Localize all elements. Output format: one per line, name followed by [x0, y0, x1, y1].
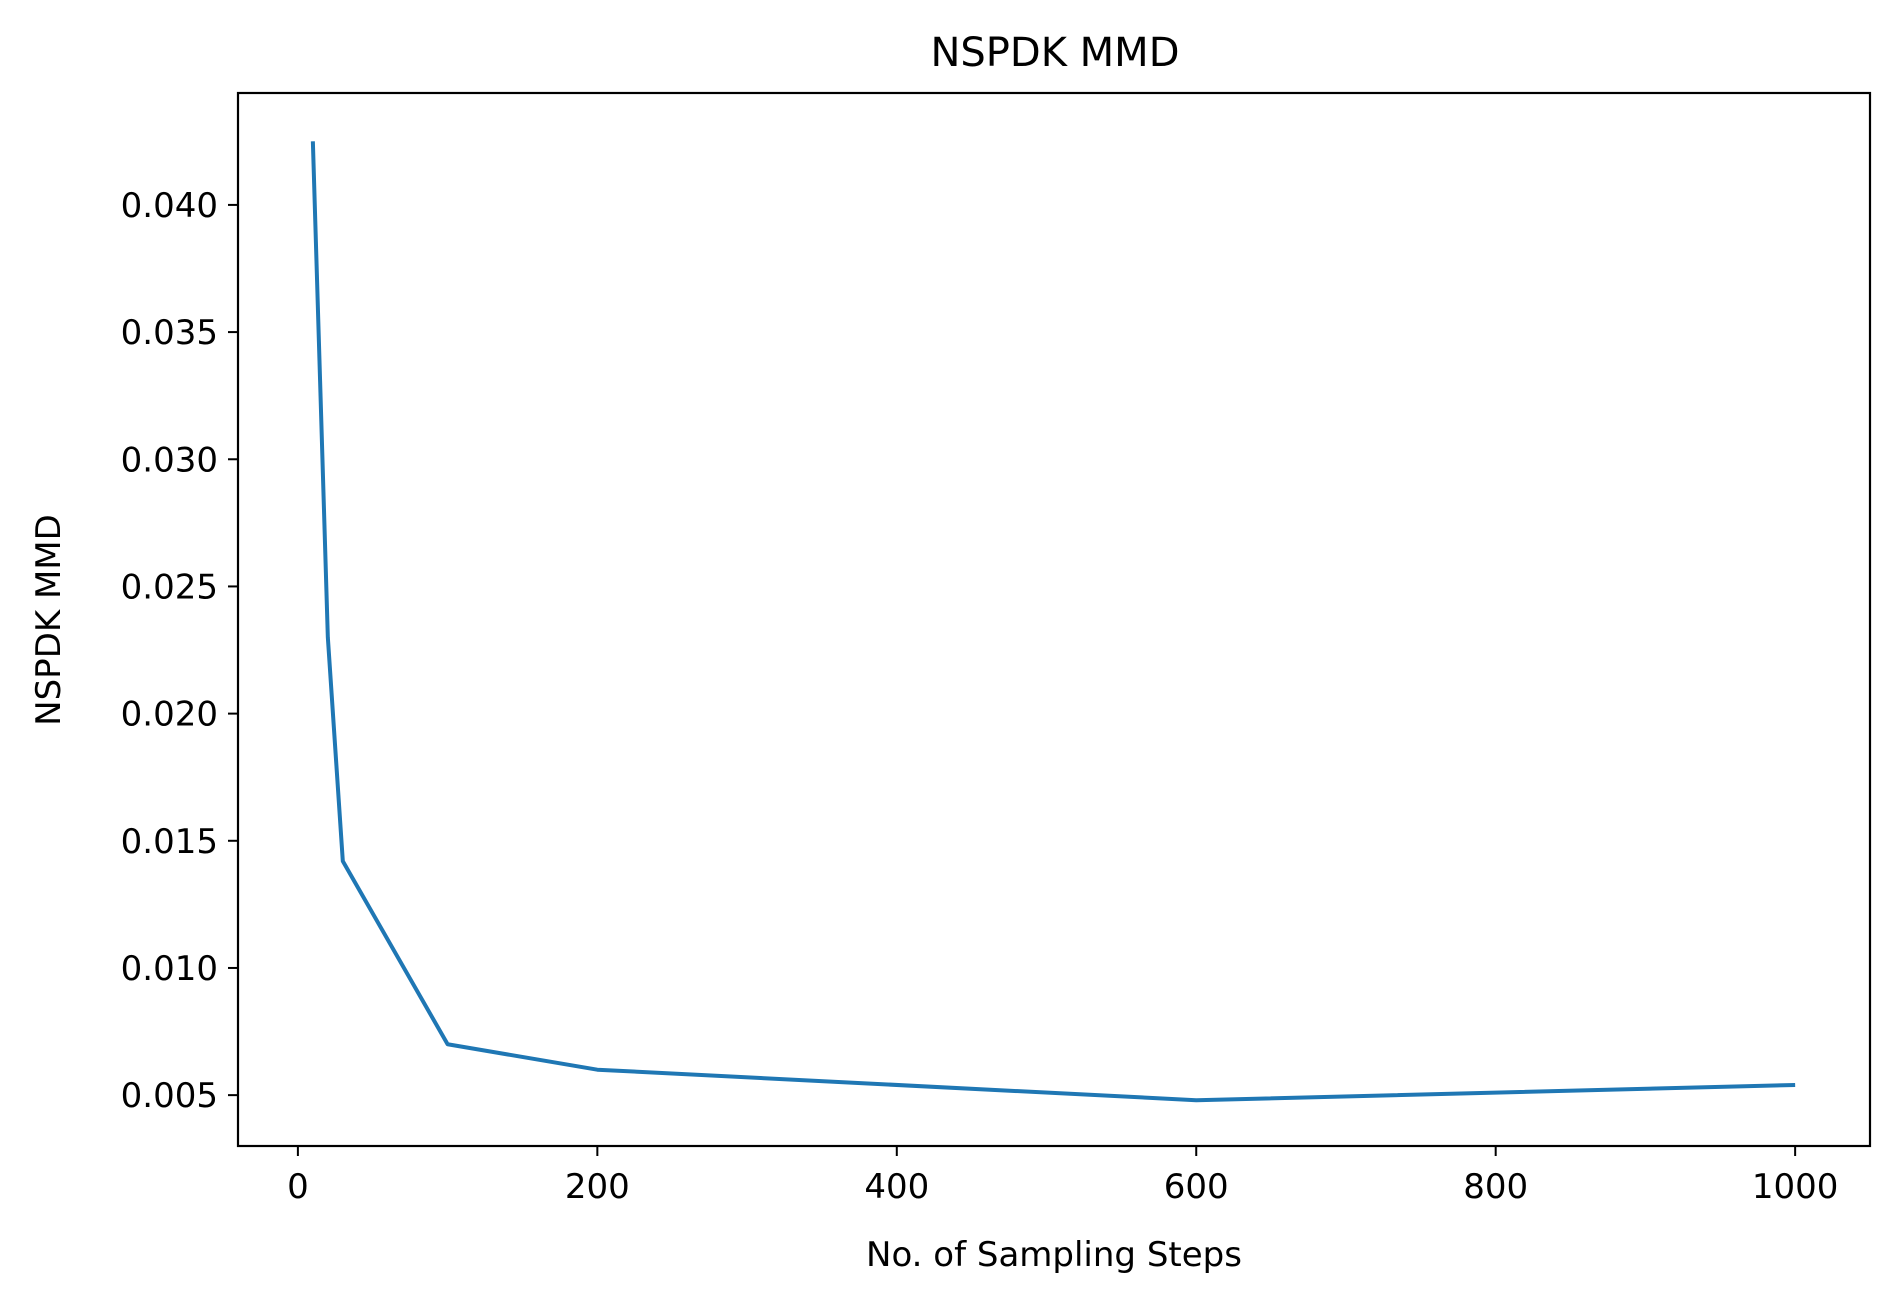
- x-tick-label: 800: [1463, 1167, 1528, 1207]
- y-tick-label: 0.025: [121, 567, 218, 607]
- x-tick-label: 400: [864, 1167, 929, 1207]
- y-tick-label: 0.040: [121, 186, 218, 226]
- x-tick-label: 1000: [1752, 1167, 1839, 1207]
- plot-area: [310, 141, 1796, 1103]
- y-tick-label: 0.020: [121, 695, 218, 735]
- y-tick-label: 0.005: [121, 1076, 218, 1116]
- y-tick-label: 0.035: [121, 313, 218, 353]
- x-axis-title: No. of Sampling Steps: [866, 1235, 1242, 1275]
- chart-title: NSPDK MMD: [930, 30, 1179, 76]
- y-axis-ticks: 0.005 0.010 0.015 0.020 0.025 0.030 0.035 0.040: [121, 186, 238, 1116]
- axes-frame: [236, 91, 1872, 1148]
- y-tick-label: 0.015: [121, 822, 218, 862]
- x-axis-ticks: 0 200 400 600 800 1000: [287, 1146, 1838, 1207]
- y-axis-title: NSPDK MMD: [29, 514, 69, 726]
- y-tick-label: 0.030: [121, 440, 218, 480]
- x-tick-label: 0: [287, 1167, 309, 1207]
- y-tick-label: 0.010: [121, 949, 218, 989]
- x-tick-label: 200: [565, 1167, 630, 1207]
- x-tick-label: 600: [1164, 1167, 1229, 1207]
- series-points: [312, 141, 1796, 1101]
